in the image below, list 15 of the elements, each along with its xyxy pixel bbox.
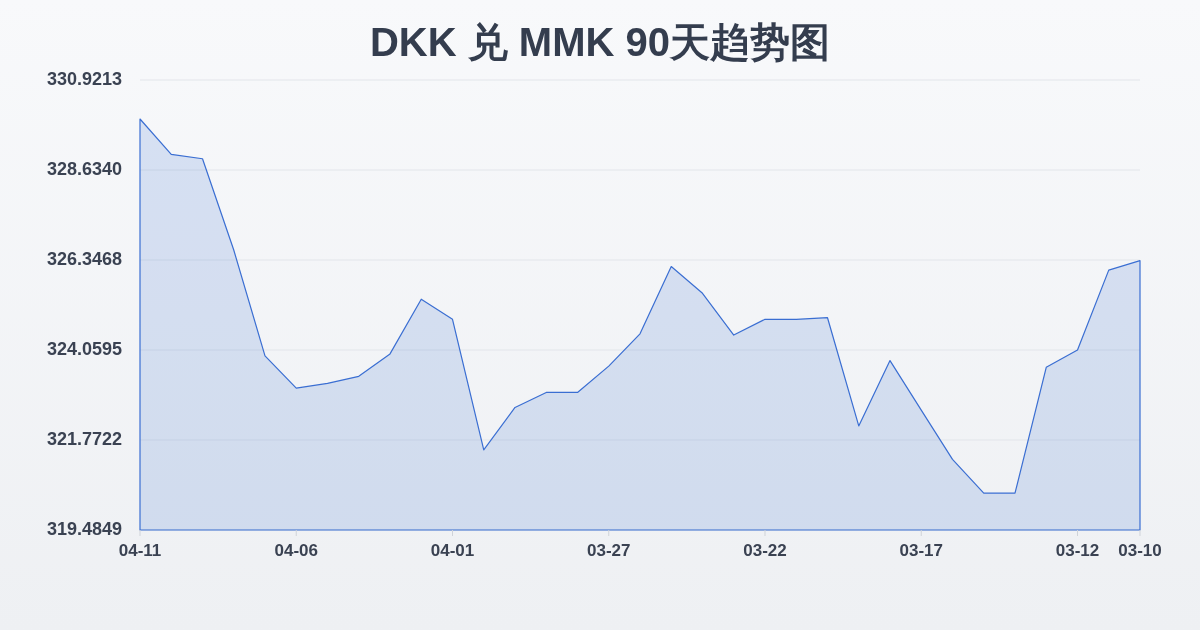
y-tick-label: 326.3468: [46, 248, 122, 269]
y-tick-label: 328.6340: [46, 158, 122, 179]
y-tick-label: 324.0595: [46, 338, 122, 359]
x-tick-label: 04-01: [430, 541, 475, 561]
x-tick-label: 04-11: [118, 541, 162, 561]
chart-title: DKK 兑 MMK 90天趋势图: [369, 19, 831, 64]
x-tick-label: 03-27: [587, 541, 631, 561]
x-tick-label: 04-06: [274, 541, 318, 561]
x-tick-label: 03-12: [1055, 541, 1100, 561]
x-tick-label: 03-22: [743, 541, 787, 561]
y-tick-label: 321.7722: [46, 428, 122, 449]
y-tick-label: 330.9213: [46, 68, 122, 89]
x-tick-label: 03-17: [899, 541, 943, 561]
y-tick-label: 319.4849: [46, 518, 122, 539]
x-tick-label: 03-10: [1118, 541, 1162, 561]
